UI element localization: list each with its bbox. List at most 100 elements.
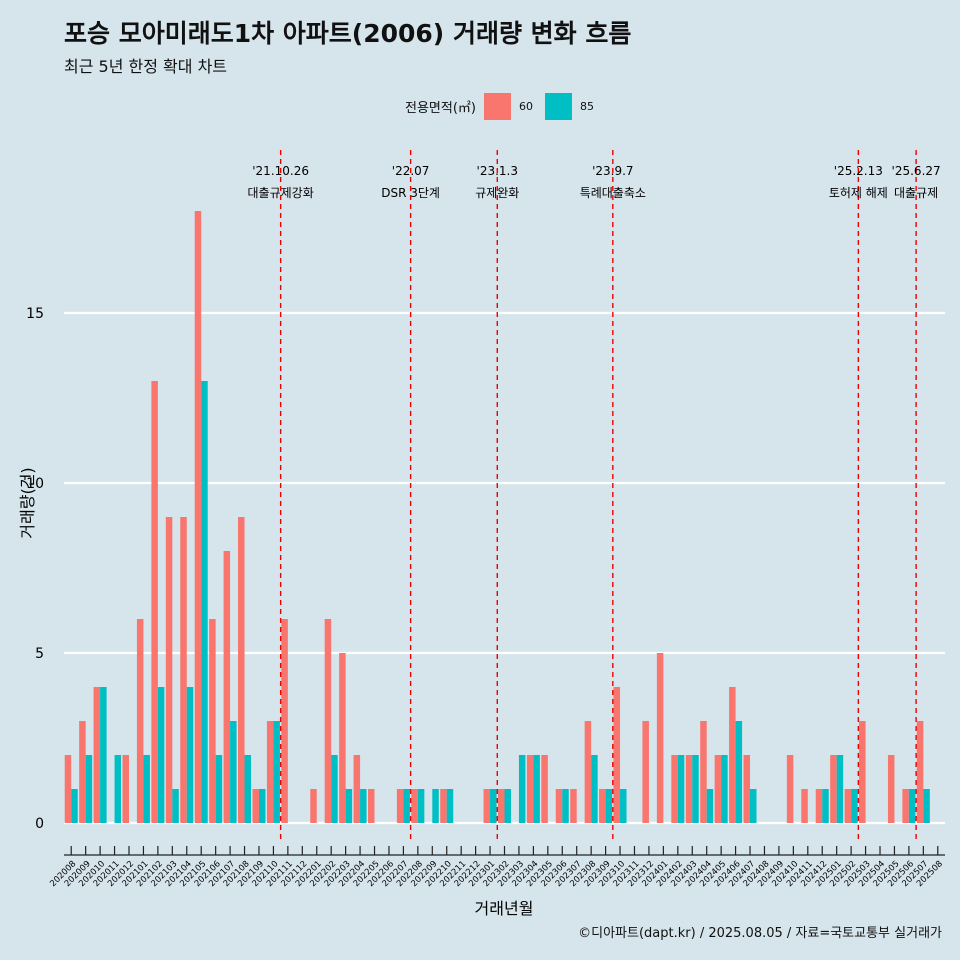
bar-60-202202 [324,619,332,823]
bar-85-202104 [186,687,194,823]
bar-60-202111 [281,619,288,823]
bar-60-202205 [368,789,375,823]
bar-85-202102 [157,687,165,823]
bar-60-202410 [786,755,794,823]
event-label: 대출규제 [894,186,938,200]
bar-60-202312 [642,721,649,823]
bar-85-202008 [71,789,78,823]
event-date: '25.6.27 [892,164,941,178]
event-date: '25.2.13 [834,164,883,178]
bar-85-202203 [345,789,353,823]
bar-85-202107 [230,721,237,823]
legend-swatch-85 [544,93,572,120]
bar-85-202506 [908,789,916,823]
bar-85-202106 [215,755,223,823]
bar-85-202105 [201,381,208,823]
bar-85-202103 [172,789,179,823]
bar-60-202103 [165,517,173,823]
bar-85-202108 [244,755,252,823]
event-label: 토허제 해제 [829,186,888,200]
bar-60-202210 [440,789,447,823]
event-date: '23.1.3 [477,164,518,178]
bar-60-202402 [671,755,678,823]
event-date: '21.10.26 [252,164,309,178]
bar-85-202304 [533,755,540,823]
bar-85-202209 [432,789,439,823]
bar-60-202106 [209,619,216,823]
bar-85-202405 [721,755,728,823]
bar-85-202501 [836,755,844,823]
bar-85-202302 [504,789,511,823]
bar-85-202406 [735,721,743,823]
bar-60-202506 [902,789,909,823]
bar-60-202406 [729,687,736,823]
bar-60-202208 [411,789,418,823]
bar-85-202309 [605,789,613,823]
legend-swatch-60 [483,93,511,120]
bar-60-202008 [64,755,72,823]
bar-60-202412 [815,789,823,823]
event-date: '23.9.7 [592,164,633,178]
bar-85-202306 [562,789,569,823]
bar-85-202412 [822,789,829,823]
bar-60-202505 [887,755,895,823]
bar-85-202110 [273,721,280,823]
bar-60-202310 [613,687,621,823]
bar-60-202101 [136,619,144,823]
bar-60-202109 [252,789,259,823]
chart-title: 포승 모아미래도1차 아파트(2006) 거래량 변화 흐름 [64,19,632,48]
bar-85-202109 [258,789,266,823]
bar-60-202404 [700,721,707,823]
bar-60-202203 [339,653,346,823]
legend-title: 전용면적(㎡) [405,101,476,116]
bar-85-202010 [100,687,107,823]
bar-85-202301 [490,789,497,823]
bar-60-202401 [656,653,664,823]
y-tick-label: 5 [35,646,44,662]
bar-60-202507 [916,721,924,823]
bar-60-202502 [844,789,852,823]
bar-60-202304 [526,755,534,823]
bar-85-202502 [851,789,858,823]
bar-60-202009 [79,721,86,823]
bar-60-202108 [238,517,245,823]
bar-60-202307 [570,789,577,823]
bar-60-202207 [396,789,404,823]
bar-85-202310 [620,789,627,823]
bar-85-202204 [360,789,367,823]
event-label: 규제완화 [475,186,519,200]
bar-60-202012 [122,755,129,823]
event-date: '22.07 [392,164,430,178]
bar-60-202305 [541,755,548,823]
chart-subtitle: 최근 5년 한정 확대 차트 [64,57,228,76]
bar-85-202404 [706,789,714,823]
y-tick-label: 10 [26,476,44,492]
bar-85-202403 [692,755,699,823]
bar-60-202308 [584,721,592,823]
legend-label-85: 85 [579,100,594,113]
bar-60-202204 [353,755,361,823]
bar-60-202501 [830,755,837,823]
bar-60-202104 [180,517,187,823]
bar-85-202011 [114,755,122,823]
bar-60-202105 [194,211,202,823]
bar-60-202201 [310,789,317,823]
bar-60-202110 [266,721,274,823]
event-label: 특례대출축소 [580,186,646,200]
bar-60-202107 [223,551,231,823]
event-label: DSR 3단계 [381,186,440,200]
y-tick-label: 0 [35,816,44,832]
y-axis-title: 거래량(건) [18,467,37,538]
bar-60-202309 [599,789,606,823]
bar-60-202302 [498,789,505,823]
bar-60-202403 [685,755,693,823]
bar-60-202010 [93,687,101,823]
bar-60-202102 [151,381,158,823]
bar-85-202308 [591,755,598,823]
bar-60-202301 [483,789,491,823]
source-caption: ©디아파트(dapt.kr) / 2025.08.05 / 자료=국토교통부 실… [578,926,942,941]
bar-85-202208 [417,789,425,823]
event-label: 대출규제강화 [248,186,314,200]
